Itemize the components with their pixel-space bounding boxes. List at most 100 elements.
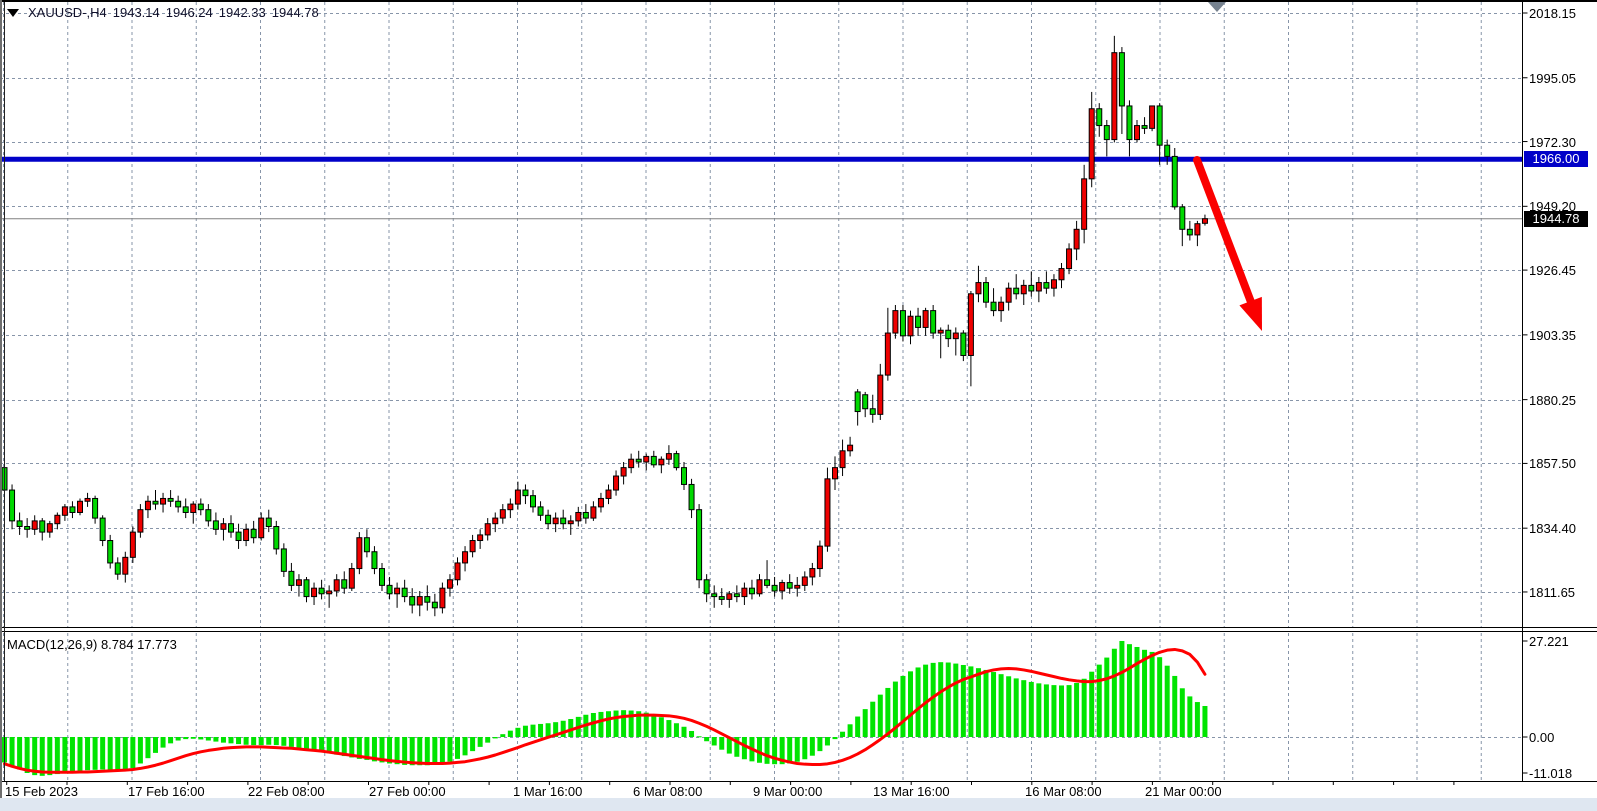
price-tick-label: 1880.25 [1529,392,1576,408]
candle-bear [1013,287,1020,295]
candle-bear [703,579,710,595]
candle-bear [1164,144,1171,157]
low-value: 1942.33 [218,5,266,20]
candle-bull [333,579,340,592]
candle-bear [711,593,718,598]
candle-bull [469,540,476,553]
candle-bull [1194,223,1201,236]
price-tick-label: 1972.30 [1529,134,1576,150]
candle-bull [665,453,672,460]
candle-bull [492,517,499,525]
candle-bear [733,593,740,598]
candle-bull [31,520,38,530]
trend-arrow[interactable] [1193,156,1262,331]
candle-bull [1134,125,1140,141]
candle-bear [786,582,793,589]
candle-bear [862,394,869,410]
time-tick-label: 22 Feb 08:00 [248,784,325,799]
window-left-border-inner [4,2,5,781]
price-tick-label: 2018.15 [1529,6,1576,21]
time-tick-label: 17 Feb 16:00 [128,784,205,799]
macd-values: 8.784 17.773 [100,637,177,652]
candle-bull [839,450,846,469]
candle-bear [560,517,567,525]
candle-bull [454,562,461,581]
candle-bear [522,489,529,497]
candle-bull [756,579,763,595]
candle-bull [326,590,333,595]
candle-bull [643,455,650,463]
open-value: 1943.14 [112,5,160,20]
candle-bear [379,568,385,586]
candle-bull [967,293,974,356]
candle-bear [92,497,99,519]
candle-bear [386,584,393,595]
price-tick-label: 1949.20 [1529,199,1576,215]
candle-bull [84,497,91,502]
candle-bull [311,587,318,598]
time-tick-label: 1 Mar 16:00 [513,784,583,799]
macd-params: MACD(12,26,9) [7,637,98,652]
candle-bear [718,596,725,600]
candle-bull [394,587,401,595]
candle-bull [552,517,559,525]
candle-bull [348,568,355,589]
candle-bull [1201,218,1208,224]
candle-bear [1096,108,1103,127]
candle-bull [620,467,627,477]
candle-bull [477,534,484,542]
candle-bear [228,523,234,533]
candle-bear [424,596,431,603]
candle-bull [499,509,506,519]
price-tick-label: 1857.50 [1529,456,1576,472]
ohlc-header: XAUUSD-,H4 1943.14 1946.24 1942.33 1944.… [7,5,319,20]
candle-bull [416,596,423,606]
window-left-border [0,0,2,798]
candle-bear [9,489,16,522]
candle-bull [220,523,227,530]
candle-bear [537,506,544,516]
candle-bull [847,444,854,452]
candle-bear [1141,125,1148,129]
candle-bear [1043,282,1050,289]
candle-bear [764,579,771,586]
macd-scale-label: 27.221 [1529,634,1569,649]
candle-bull [446,579,453,589]
macd-scale-label: 0.00 [1529,730,1555,745]
candle-bear [869,408,876,415]
candle-bull [439,587,446,609]
candle-bear [167,497,174,502]
candle-bull [907,315,914,337]
price-lines[interactable] [0,156,1523,220]
candle-bull [484,523,491,536]
candle-bull [794,584,801,589]
candle-bear [696,509,703,581]
candle-bull [567,520,574,525]
bottom-strip [0,798,1597,811]
time-tick-label: 27 Feb 00:00 [369,784,446,799]
chart-shift-icon[interactable] [1208,2,1226,12]
candle-bear [235,531,242,542]
candle-bear [771,584,778,592]
candle-bull [952,332,959,340]
macd-histogram [2,640,1208,776]
candle-bull [61,506,68,516]
time-tick-label: 16 Mar 08:00 [1025,784,1102,799]
symbol-dropdown-icon[interactable] [7,8,19,17]
candle-bull [1073,228,1080,250]
candle-bull [356,537,363,570]
candle-bear [39,520,46,533]
candle-bull [605,489,612,499]
candle-bull [628,458,635,469]
candle-bear [114,562,121,575]
candle-bull [1058,268,1065,281]
candle-bear [205,509,212,522]
candle-bear [16,520,23,527]
candle-bull [613,475,620,491]
candle-bear [1126,105,1133,141]
candle-bull [1050,279,1057,289]
candle-bull [877,374,884,415]
candle-bear [409,596,416,606]
